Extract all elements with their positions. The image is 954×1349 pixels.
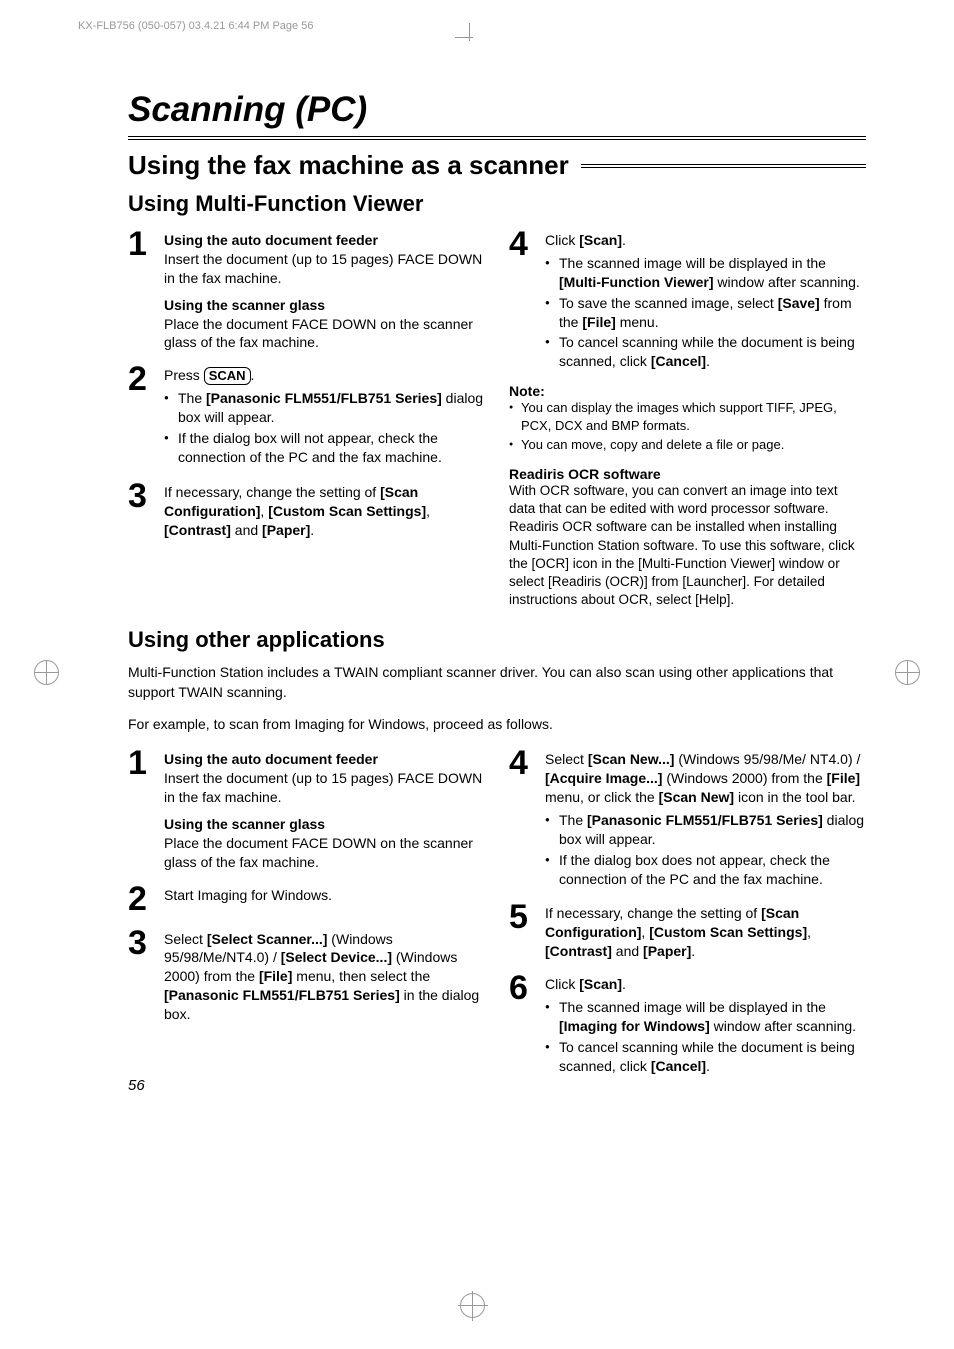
step-1: 1 Using the auto document feeder Insert … xyxy=(128,746,485,871)
list-item: The scanned image will be displayed in t… xyxy=(545,254,866,292)
step-body: Select [Select Scanner...] (Windows 95/9… xyxy=(164,926,485,1024)
list-item: The [Panasonic FLM551/FLB751 Series] dia… xyxy=(164,389,485,427)
subsection-title: Using Multi-Function Viewer xyxy=(128,191,866,217)
section-title-text: Using the fax machine as a scanner xyxy=(128,150,569,181)
step-subhead: Using the scanner glass xyxy=(164,815,485,834)
step-number: 5 xyxy=(509,900,535,961)
right-column: 4 Click [Scan]. The scanned image will b… xyxy=(509,227,866,609)
step-body: If necessary, change the setting of [Sca… xyxy=(545,900,866,961)
step-number: 2 xyxy=(128,362,154,468)
step-body: If necessary, change the setting of [Sca… xyxy=(164,479,485,540)
step-subhead: Using the scanner glass xyxy=(164,296,485,315)
right-column: 4 Select [Scan New...] (Windows 95/98/Me… xyxy=(509,746,866,1087)
step-number: 3 xyxy=(128,926,154,1024)
step-text: Place the document FACE DOWN on the scan… xyxy=(164,834,485,872)
step-body: Using the auto document feeder Insert th… xyxy=(164,746,485,871)
step-subhead: Using the auto document feeder xyxy=(164,231,485,250)
crop-mark-icon xyxy=(895,660,920,685)
step-4: 4 Click [Scan]. The scanned image will b… xyxy=(509,227,866,373)
list-item: To cancel scanning while the document is… xyxy=(545,333,866,371)
crop-mark-icon xyxy=(34,660,59,685)
scan-button-label: SCAN xyxy=(204,367,251,385)
step-body: Click [Scan]. The scanned image will be … xyxy=(545,227,866,373)
step-body: Start Imaging for Windows. xyxy=(164,882,485,916)
intro-paragraph: For example, to scan from Imaging for Wi… xyxy=(128,715,866,735)
step-body: Select [Scan New...] (Windows 95/98/Me/ … xyxy=(545,746,866,890)
bullet-list: The [Panasonic FLM551/FLB751 Series] dia… xyxy=(164,389,485,467)
two-column-layout: 1 Using the auto document feeder Insert … xyxy=(128,227,866,609)
step-number: 4 xyxy=(509,227,535,373)
list-item: You can display the images which support… xyxy=(509,399,866,434)
step-text: Insert the document (up to 15 pages) FAC… xyxy=(164,769,485,807)
title-rule xyxy=(128,136,866,140)
step-4: 4 Select [Scan New...] (Windows 95/98/Me… xyxy=(509,746,866,890)
step-body: Click [Scan]. The scanned image will be … xyxy=(545,971,866,1077)
subsection-title: Using other applications xyxy=(128,627,866,653)
step-text: Place the document FACE DOWN on the scan… xyxy=(164,315,485,353)
step-number: 4 xyxy=(509,746,535,890)
step-body: Press SCAN. The [Panasonic FLM551/FLB751… xyxy=(164,362,485,468)
step-text: Press xyxy=(164,367,204,383)
step-5: 5 If necessary, change the setting of [S… xyxy=(509,900,866,961)
page-content: Scanning (PC) Using the fax machine as a… xyxy=(128,90,866,1088)
list-item: If the dialog box does not appear, check… xyxy=(545,851,866,889)
note-list: You can display the images which support… xyxy=(509,399,866,454)
bullet-list: The [Panasonic FLM551/FLB751 Series] dia… xyxy=(545,811,866,889)
main-title: Scanning (PC) xyxy=(128,90,866,130)
bullet-list: The scanned image will be displayed in t… xyxy=(545,254,866,371)
crop-mark-icon xyxy=(458,1291,488,1321)
step-2: 2 Press SCAN. The [Panasonic FLM551/FLB7… xyxy=(128,362,485,468)
list-item: To cancel scanning while the document is… xyxy=(545,1038,866,1076)
step-number: 1 xyxy=(128,746,154,871)
list-item: The [Panasonic FLM551/FLB751 Series] dia… xyxy=(545,811,866,849)
note-heading: Note: xyxy=(509,383,866,399)
step-number: 2 xyxy=(128,882,154,916)
step-number: 1 xyxy=(128,227,154,352)
list-item: To save the scanned image, select [Save]… xyxy=(545,294,866,332)
list-item: You can move, copy and delete a file or … xyxy=(509,436,866,454)
bullet-list: The scanned image will be displayed in t… xyxy=(545,998,866,1076)
ocr-heading: Readiris OCR software xyxy=(509,466,866,482)
step-text: Insert the document (up to 15 pages) FAC… xyxy=(164,250,485,288)
step-number: 6 xyxy=(509,971,535,1077)
left-column: 1 Using the auto document feeder Insert … xyxy=(128,746,485,1087)
title-rule-extension xyxy=(581,164,866,168)
step-3: 3 Select [Select Scanner...] (Windows 95… xyxy=(128,926,485,1024)
step-3: 3 If necessary, change the setting of [S… xyxy=(128,479,485,540)
step-1: 1 Using the auto document feeder Insert … xyxy=(128,227,485,352)
page-number: 56 xyxy=(128,1077,145,1094)
crop-mark-icon xyxy=(460,28,480,48)
step-text: . xyxy=(251,367,255,383)
left-column: 1 Using the auto document feeder Insert … xyxy=(128,227,485,609)
list-item: The scanned image will be displayed in t… xyxy=(545,998,866,1036)
list-item: If the dialog box will not appear, check… xyxy=(164,429,485,467)
step-6: 6 Click [Scan]. The scanned image will b… xyxy=(509,971,866,1077)
ocr-body: With OCR software, you can convert an im… xyxy=(509,482,866,610)
step-subhead: Using the auto document feeder xyxy=(164,750,485,769)
two-column-layout: 1 Using the auto document feeder Insert … xyxy=(128,746,866,1087)
step-2: 2 Start Imaging for Windows. xyxy=(128,882,485,916)
section-title: Using the fax machine as a scanner xyxy=(128,150,866,181)
page-header-meta: KX-FLB756 (050-057) 03.4.21 6:44 PM Page… xyxy=(78,20,313,32)
step-number: 3 xyxy=(128,479,154,540)
step-body: Using the auto document feeder Insert th… xyxy=(164,227,485,352)
intro-paragraph: Multi-Function Station includes a TWAIN … xyxy=(128,663,866,702)
